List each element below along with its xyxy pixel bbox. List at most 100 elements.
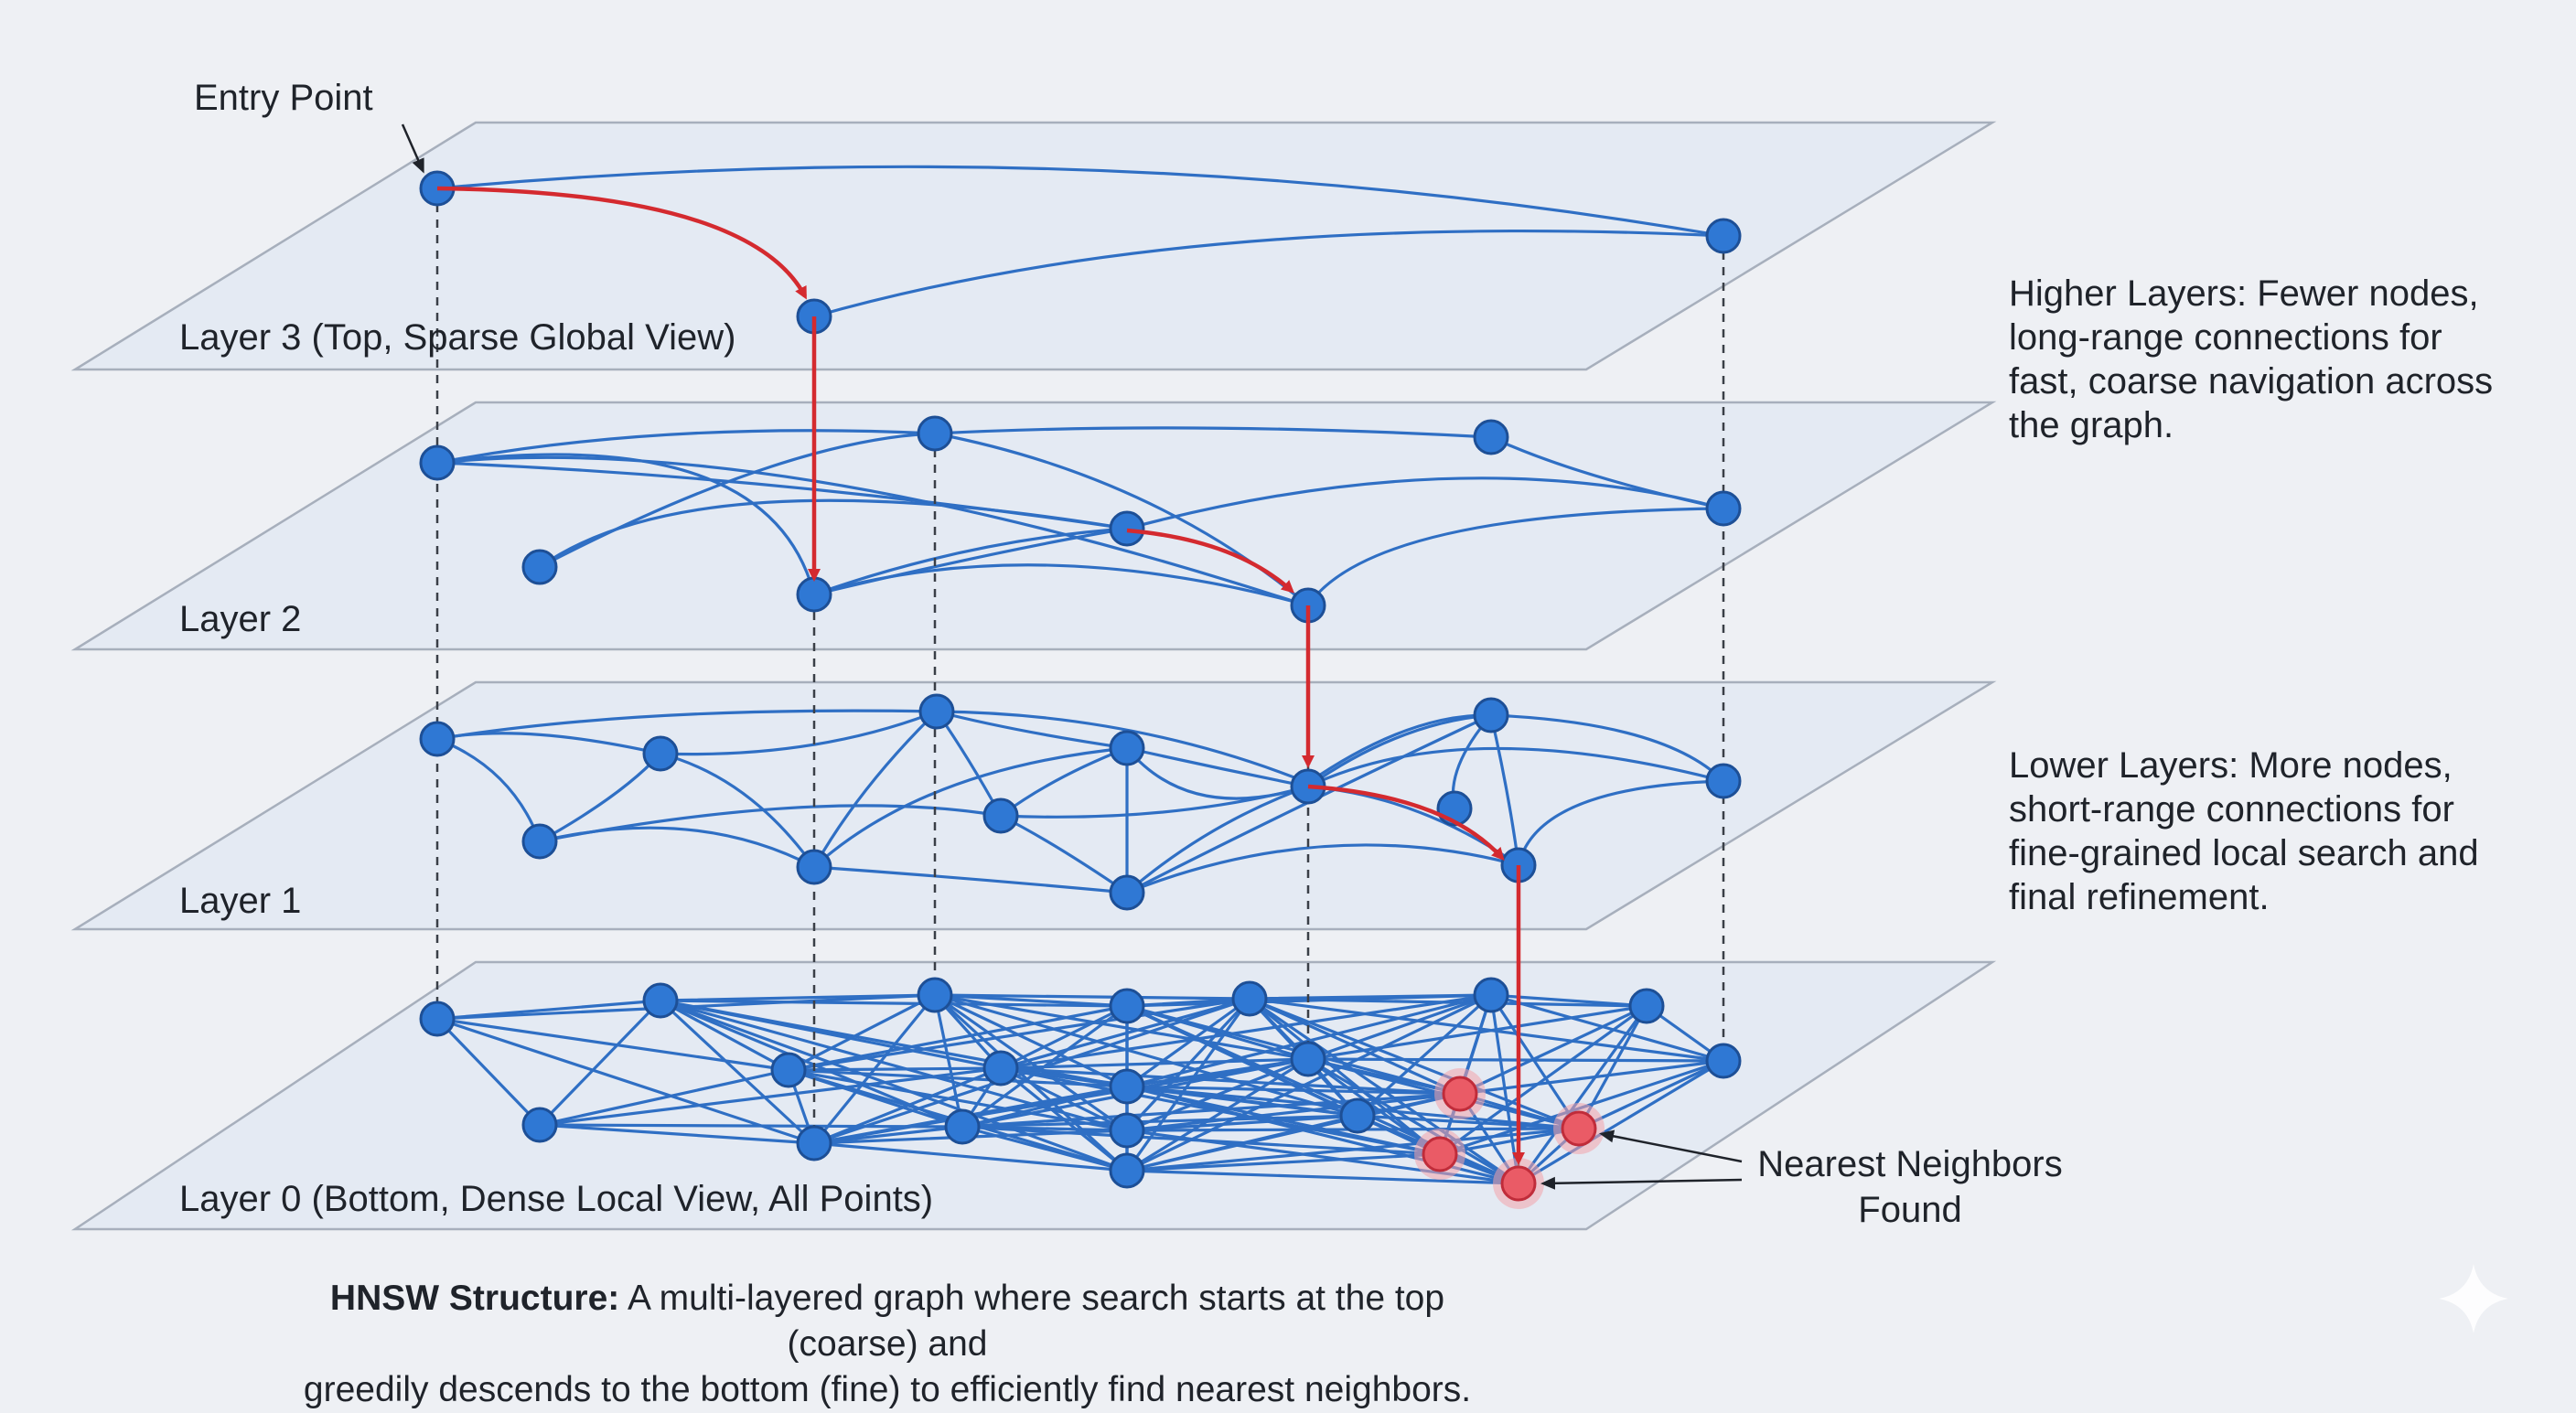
layer-0-edge [659, 999, 1129, 1172]
layer-0-edge [435, 1017, 790, 1072]
layer-1-node [1473, 697, 1509, 733]
layer-0-edge [1489, 993, 1581, 1130]
nearest-neighbor-node [1422, 1136, 1458, 1172]
lower-note-line-1: Lower Layers: More nodes, [2009, 745, 2453, 786]
layer-0-node [917, 977, 953, 1013]
nearest-neighbor-node [1561, 1110, 1597, 1147]
lower-note-line-4: final refinement. [2009, 877, 2270, 917]
layer-3-plane [70, 121, 1997, 371]
layer-0-node [1339, 1097, 1376, 1134]
nearest-neighbors-arrow-upper [1599, 1129, 1743, 1163]
layer-0-edge [999, 1066, 1442, 1156]
layer-3-label: Layer 3 (Top, Sparse Global View) [179, 317, 735, 358]
layer-0-edge [961, 1125, 1129, 1172]
layer-0-edge [999, 993, 1493, 1070]
layer-0-edge [1125, 1114, 1359, 1132]
layer-0-label: Layer 0 (Bottom, Dense Local View, All P… [179, 1179, 933, 1219]
caption-bold: HNSW Structure: [329, 1279, 620, 1318]
caption: HNSW Structure: A multi-layered graph wh… [274, 1276, 1500, 1413]
layer-0-edge [1125, 997, 1251, 1088]
layer-0-edge [1125, 993, 1493, 1172]
layer-0-edge [999, 997, 1251, 1070]
layer-2-node [1705, 490, 1742, 527]
layer-2-node [917, 415, 953, 452]
layer-0-edge [1577, 1059, 1725, 1130]
layer-0-edge [1306, 1057, 1442, 1156]
layer-0-node [796, 1125, 832, 1161]
layer-0-edge [435, 1017, 816, 1145]
layer-0-edge [659, 999, 816, 1145]
layer-0-edge [1125, 1092, 1462, 1132]
layer-0-edge [1489, 993, 1725, 1063]
layer-0-node [982, 1050, 1019, 1087]
layer-0-edge [538, 1123, 816, 1145]
layer-0-node [1705, 1043, 1742, 1079]
layer-0-edge [1125, 997, 1251, 1172]
search-path [436, 186, 1525, 1165]
layer-0-edge [659, 999, 1129, 1008]
layer-0-edge [787, 997, 1251, 1072]
layer-0-edge [961, 1092, 1462, 1129]
layer-1-node [1109, 730, 1145, 766]
layer-0-edge [933, 993, 1251, 1001]
layer-0-edge [812, 1141, 1129, 1172]
layer-0-edge [812, 1057, 1310, 1145]
higher-layers-note: Higher Layers: Fewer nodes, long-range c… [2009, 273, 2493, 445]
layer-0-edge [1125, 1057, 1310, 1132]
layer-0-edge [1125, 1152, 1442, 1172]
layer-2-node [419, 444, 456, 481]
layer-0-edge [1306, 1057, 1725, 1063]
nearest-neighbors-label-line2: Found [1858, 1190, 1961, 1230]
layer-2-node [521, 549, 558, 585]
nearest-neighbors-arrow-lower [1540, 1176, 1743, 1190]
layer-0-node [1231, 980, 1268, 1017]
layer-0-edge [999, 1066, 1462, 1096]
layer-0-node [1109, 1068, 1145, 1105]
layer-0-edge [435, 1017, 542, 1127]
layer-0-edge [961, 1114, 1359, 1129]
layer-0-edge [1306, 1004, 1648, 1061]
layer-0-edge [1248, 997, 1462, 1096]
layer-2-node [1109, 510, 1145, 547]
layer-2-edges [435, 426, 1725, 607]
layer-0-edge [787, 1068, 1129, 1088]
layer-0-edge [538, 1066, 1003, 1127]
caption-line-1: A multi-layered graph where search start… [619, 1279, 1445, 1364]
layer-0-edge [1517, 1004, 1648, 1185]
layer-0-edge [1125, 1085, 1462, 1096]
layer-0-edge [1125, 1169, 1520, 1185]
lower-layers-note: Lower Layers: More nodes, short-range co… [2009, 745, 2479, 917]
layer-0-edge [787, 993, 937, 1072]
layer-0-node [1109, 1152, 1145, 1189]
layer-0-edge [933, 993, 1359, 1118]
layer-0-edge [1306, 1057, 1520, 1185]
layer-1-node [1109, 874, 1145, 911]
layer-3-edges [435, 165, 1725, 318]
sparkle-icon [2439, 1264, 2508, 1333]
layer-0-edge [1517, 1059, 1725, 1185]
layer-1-node [521, 823, 558, 860]
layer-0-edge [1306, 993, 1493, 1061]
layer-0-edge [999, 1004, 1129, 1070]
layer-3-node [1705, 218, 1742, 254]
layer-0-edge [1356, 993, 1493, 1118]
layer-0-edge [933, 993, 1129, 1088]
higher-note-line-3: fast, coarse navigation across [2009, 361, 2493, 401]
layer-2-node [1473, 419, 1509, 455]
lower-note-line-2: short-range connections for [2009, 789, 2454, 830]
layer-0-edge [933, 993, 1310, 1061]
layer-0-node [944, 1108, 981, 1145]
layer-2-node [796, 576, 832, 613]
layer-0-edge [1356, 1114, 1581, 1130]
layer-0-edge [812, 1125, 964, 1145]
layer-1-node [918, 693, 955, 730]
layer-2-label: Layer 2 [179, 599, 301, 639]
layer-0-edge [659, 999, 790, 1072]
layer-1-node [419, 721, 456, 757]
layer-0-edge [538, 1123, 964, 1129]
higher-note-line-2: long-range connections for [2009, 317, 2442, 358]
layer-0-node [1109, 1112, 1145, 1149]
layer-1-node [982, 797, 1019, 834]
